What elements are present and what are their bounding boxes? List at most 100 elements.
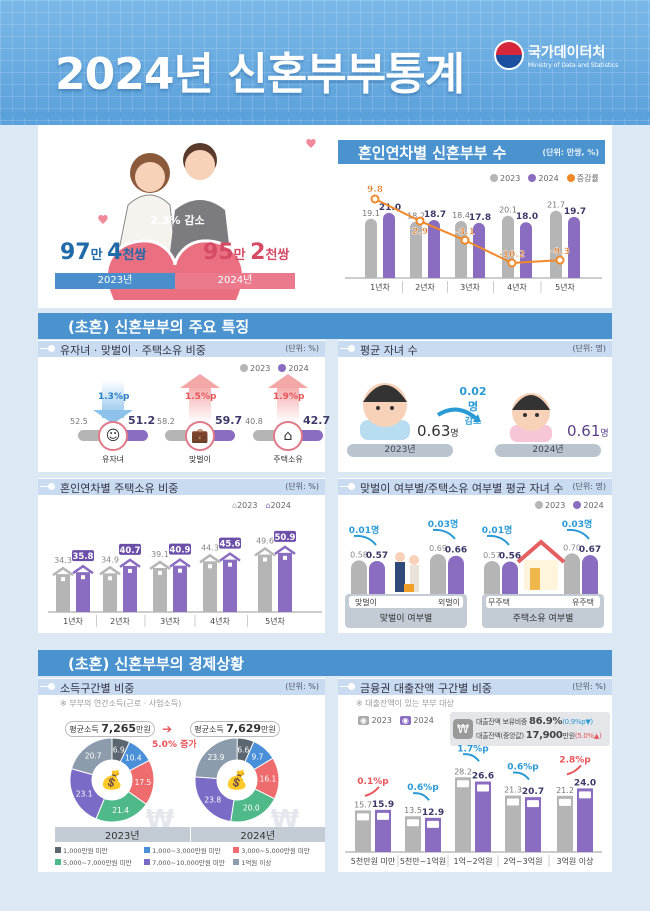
bar-2023 (430, 553, 446, 594)
house-roof-icon (274, 545, 296, 555)
header-banner (0, 0, 650, 125)
avg-children-2023: 0.63명 (417, 422, 459, 440)
item-label: 유자녀 (101, 455, 125, 464)
panel-subtitle: 맞벌이 여부별/주택소유 여부별 평균 자녀 수 (단위: 명) (338, 479, 612, 495)
income-note: ※ 부부의 연간소득(근로 · 사업소득) (60, 699, 182, 708)
rate-label: -3.1 (455, 227, 475, 237)
slice-label: 23.1 (76, 790, 93, 799)
year-pill-2023: 2023년 (347, 444, 453, 457)
value-label-2023: 18.2 (407, 212, 425, 221)
slice-label: 6.9 (113, 746, 125, 755)
arrow-down-icon (412, 792, 430, 801)
legend-item: 3,000~5,000만원 미만 (233, 845, 322, 855)
category-label: 3년차 (460, 282, 480, 292)
bar-2024 (375, 809, 391, 852)
year-label: 2024년 (240, 831, 276, 842)
value-badge (72, 550, 94, 562)
category-label: 4년차 (210, 616, 230, 626)
house-icon: ⌂ (273, 421, 303, 451)
section-title: (초혼) 신혼부부의 주요 특징 (38, 313, 612, 339)
house-illustration-icon (516, 539, 566, 590)
girl-icon (510, 393, 552, 442)
value-label-2023: 0.70 (563, 543, 581, 552)
house-roof-icon (99, 565, 121, 576)
bar-2024 (502, 561, 518, 594)
page-title: 2024년 신혼부부통계 (55, 49, 465, 100)
value-label-2023: 34.3 (54, 556, 72, 565)
legend-swatch-2024 (528, 174, 537, 182)
value-label-2023: 39.1 (151, 550, 169, 559)
change-arrow-down (102, 380, 124, 418)
value-label-2024: 40.9 (170, 546, 191, 556)
won-sign-icon: ₩ (146, 805, 175, 830)
avg-children-change: 0.02명 감소 (459, 385, 487, 427)
chart-legend: 2023 2024 증감률 (490, 173, 599, 184)
item-label: 주택소유 (273, 455, 303, 464)
won-sign-icon: ₩ (271, 805, 300, 830)
legend-swatch-rate (566, 174, 575, 182)
value-label-2023: 0.69 (429, 544, 447, 553)
arrow-down-icon (462, 753, 480, 762)
bar-2024 (200, 430, 235, 441)
decrease-label: 2.3% 감소 (150, 214, 205, 227)
house-roof-icon (72, 564, 94, 575)
rate-point (415, 216, 425, 226)
value-label-2023: 0.58 (350, 550, 368, 559)
bar-2024 (113, 430, 148, 441)
house-window-icon (158, 570, 162, 575)
chart-title-text: 혼인연차별 신혼부부 수 (358, 144, 507, 162)
small-heart-icon (306, 138, 316, 148)
value-label-2024: 15.9 (372, 800, 394, 810)
legend-item: 1,000~3,000만원 미만 (144, 845, 233, 855)
value-label-2024: 18.7 (424, 210, 446, 220)
value-label-2024: 26.6 (472, 772, 494, 782)
value-label-2023: 21.2 (556, 786, 574, 795)
money-bag-icon: 💰 (101, 769, 123, 791)
bar-2023 (258, 554, 272, 612)
arrow-head (268, 374, 308, 388)
category-strip (486, 596, 600, 608)
arrow-down-icon (436, 407, 480, 422)
group-label: 주택소유 여부별 (513, 612, 574, 624)
banknote-icon (559, 798, 571, 806)
bar-2024 (383, 212, 395, 278)
slice-label: 23.9 (208, 753, 225, 762)
bar-2024 (173, 565, 187, 612)
value-label-2023: 49.6 (256, 537, 274, 546)
value-label-2024: 0.56 (499, 552, 521, 562)
change-label: 0.03명 (562, 518, 593, 530)
category-label: 1억~2억원 (454, 856, 493, 866)
banknote-icon (427, 820, 439, 828)
banknote-icon: ◉ (358, 716, 369, 725)
couple-figure-icon (395, 552, 419, 592)
house-roof-icon (254, 546, 276, 557)
bar-2023 (557, 795, 573, 852)
panel-subtitle: 유자녀 · 맞벌이 · 주택소유 비중 (단위: %) (38, 341, 325, 357)
change-label: 0.6%p (407, 783, 439, 793)
bar-2024 (278, 552, 292, 612)
bar-2024 (520, 222, 532, 278)
category-label: 유주택 (572, 597, 594, 607)
panel-subtitle: 소득구간별 비중 (단위: %) (38, 679, 325, 695)
bar-2023 (410, 221, 422, 278)
change-label: 1.9%p (273, 392, 305, 402)
category-label: 무주택 (488, 597, 510, 607)
value-label-2024: 45.6 (220, 540, 241, 550)
category-strip (349, 596, 463, 608)
slice-label: 10.4 (125, 754, 142, 763)
value-label-2024: 35.8 (73, 552, 94, 562)
value-2023: 40.8 (245, 417, 263, 426)
logo-name-en: Ministry of Data and Statistics (528, 61, 619, 69)
section-title: (초혼) 신혼부부의 경제상황 (38, 650, 612, 676)
legend-item: 1억원 이상 (233, 857, 322, 867)
house-window-icon (61, 577, 65, 582)
house-roof-icon (149, 560, 171, 570)
slice-label: 6.6 (237, 746, 249, 755)
value-label-2024: 40.7 (120, 546, 141, 556)
banknote-icon (579, 791, 591, 799)
change-label: 0.03명 (428, 518, 459, 530)
rate-label: -9.3 (550, 247, 570, 257)
bar-2024 (223, 559, 237, 612)
banknote-icon (407, 819, 419, 827)
